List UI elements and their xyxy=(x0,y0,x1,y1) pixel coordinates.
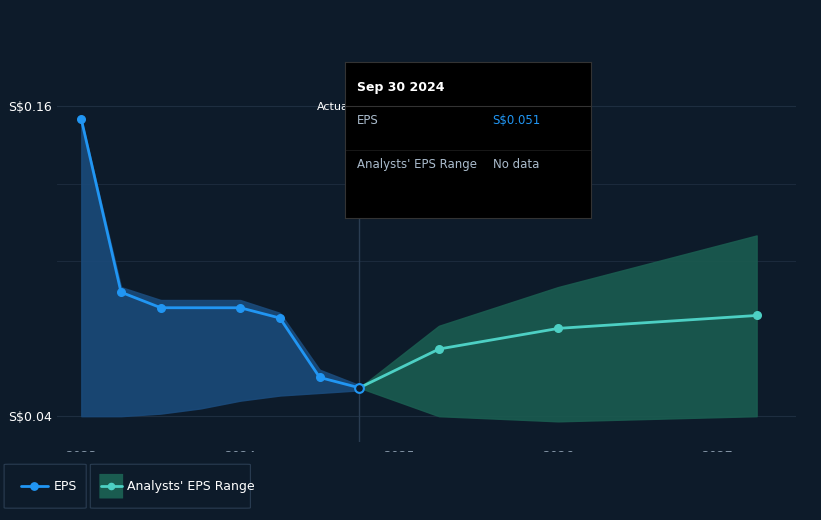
Text: EPS: EPS xyxy=(53,479,76,493)
Point xyxy=(105,482,118,490)
Text: No data: No data xyxy=(493,158,539,171)
Text: EPS: EPS xyxy=(357,114,378,127)
Point xyxy=(353,384,366,392)
Text: Actual: Actual xyxy=(316,102,351,112)
Point xyxy=(75,115,88,123)
Point xyxy=(313,373,326,382)
Point xyxy=(154,304,167,312)
Text: Sep 30 2024: Sep 30 2024 xyxy=(357,81,445,94)
Point xyxy=(552,324,565,333)
Point xyxy=(433,345,446,353)
Point xyxy=(114,288,127,296)
Text: Analysts Forecasts: Analysts Forecasts xyxy=(367,102,471,112)
Text: S$0.051: S$0.051 xyxy=(493,114,541,127)
FancyBboxPatch shape xyxy=(99,474,123,499)
Text: Analysts' EPS Range: Analysts' EPS Range xyxy=(357,158,477,171)
Point xyxy=(234,304,247,312)
Point xyxy=(750,311,764,320)
Text: Analysts' EPS Range: Analysts' EPS Range xyxy=(127,479,255,493)
Point xyxy=(273,314,287,322)
Point xyxy=(28,482,41,490)
Point xyxy=(353,384,366,392)
